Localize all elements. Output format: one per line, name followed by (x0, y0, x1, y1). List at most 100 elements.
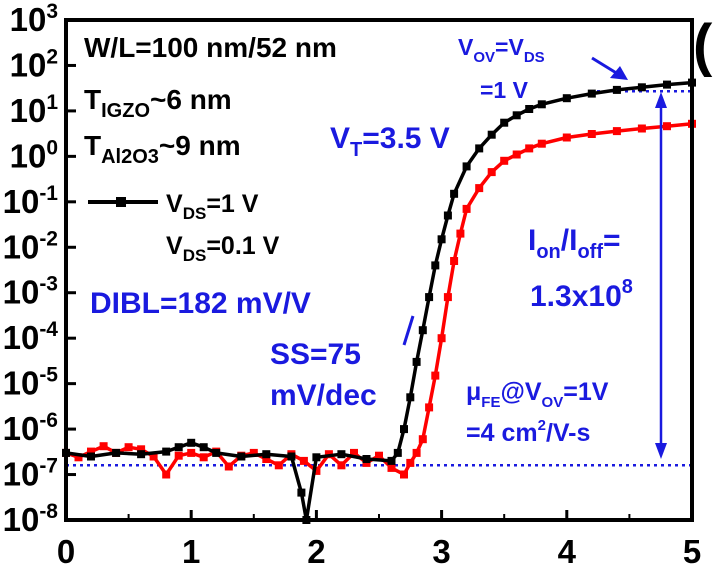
y-tick-label: 10-7 (3, 455, 58, 493)
data-point (174, 451, 183, 460)
t-igzo-sub: IGZO (101, 100, 150, 122)
data-point (406, 458, 415, 467)
data-point (537, 139, 546, 148)
data-point (312, 466, 321, 475)
data-point (99, 442, 108, 451)
t-al-sub: Al2O3 (101, 146, 159, 168)
data-point (587, 130, 596, 138)
mu-ov-sub: OV (542, 394, 564, 411)
annotation-vov: VOV=VDS =1 V (458, 34, 628, 103)
legend-marker-black (116, 197, 126, 207)
ion-eq: = (603, 224, 621, 257)
ion-main: I (528, 224, 536, 257)
t-al-tail: ~9 nm (159, 130, 241, 161)
data-point (393, 448, 402, 457)
data-point (562, 133, 571, 142)
annotation-wl: W/L=100 nm/52 nm (84, 32, 337, 63)
x-tick-label: 3 (432, 533, 450, 570)
svg-text:TAl2O3~9 nm: TAl2O3~9 nm (84, 130, 241, 168)
y-tick-label: 100 (10, 136, 58, 174)
data-point (237, 452, 246, 461)
t-al-main: T (84, 130, 101, 161)
wl-label: W/L=100 nm/52 nm (84, 32, 337, 63)
data-point (512, 111, 521, 120)
annotation-t-igzo: TIGZO~6 nm (84, 84, 232, 122)
mu-sub: FE (481, 394, 500, 411)
ion-ioff-arrow-head-up (655, 92, 667, 108)
data-point (475, 184, 484, 193)
data-point (537, 100, 546, 109)
axis-ticks: 0 1 2 3 4 5 10-8 10-7 10-6 10-5 10-4 10-3 10-2 10-1 10… (3, 0, 702, 570)
data-point (418, 326, 427, 335)
data-point (162, 470, 171, 479)
data-point (637, 83, 646, 92)
data-point (418, 435, 427, 444)
x-tick-label: 1 (182, 533, 200, 570)
series-vds-1v (62, 78, 696, 524)
data-point (112, 448, 121, 457)
data-point (412, 357, 421, 366)
x-tick-label: 2 (307, 533, 325, 570)
t-igzo-main: T (84, 84, 101, 115)
data-point (487, 130, 496, 139)
annotation-t-al2o3: TAl2O3~9 nm (84, 130, 241, 168)
data-point (350, 448, 358, 457)
annotation-vt: VT=3.5 V (330, 122, 450, 161)
data-point (362, 455, 371, 463)
panel-label-fragment: ( (693, 13, 713, 78)
mu-tail: =1V (563, 378, 609, 406)
y-tick-label: 10-2 (3, 227, 58, 265)
mu-line2-a: =4 cm (466, 419, 538, 447)
x-tick-label: 0 (57, 533, 75, 570)
y-tick-label: 10-3 (3, 273, 58, 311)
vov-a-sub: OV (473, 49, 495, 66)
data-point (312, 453, 321, 462)
data-point (612, 85, 621, 94)
data-point (137, 450, 146, 459)
leg1-main: V (166, 190, 183, 218)
data-point (262, 450, 271, 459)
data-point (562, 94, 571, 103)
vov-line2: =1 V (480, 77, 529, 103)
data-point (224, 462, 233, 471)
data-point (400, 425, 408, 434)
data-point (87, 452, 95, 461)
y-tick-label: 10-8 (3, 500, 59, 538)
data-point (425, 293, 434, 302)
data-point (162, 447, 171, 456)
data-point (262, 455, 271, 463)
data-point (500, 156, 509, 165)
data-point (425, 403, 434, 412)
svg-text:VDS=0.1 V: VDS=0.1 V (166, 232, 280, 265)
svg-text:Ion/Ioff=: Ion/Ioff= (528, 224, 621, 263)
annotation-ss: SS=75 mV/dec (270, 315, 415, 412)
data-point (456, 229, 465, 238)
y-tick-label: 10-5 (3, 364, 59, 402)
ion-ioff-arrow-head-down (655, 443, 667, 459)
data-point (249, 448, 258, 457)
data-point (663, 122, 671, 131)
leg1-sub: DS (183, 204, 207, 223)
data-point (512, 150, 521, 159)
data-point (299, 456, 308, 465)
svg-text:VOV=VDS: VOV=VDS (458, 34, 545, 66)
y-tick-label: 10-4 (3, 318, 59, 356)
ratio-base: 1.3x10 (530, 280, 622, 313)
ss-line1: SS=75 (270, 338, 361, 371)
y-tick-label: 102 (10, 45, 58, 83)
leg2-sub: DS (183, 246, 207, 265)
data-point (187, 448, 196, 457)
data-point (587, 89, 596, 98)
ion-slash: /I (561, 224, 578, 257)
data-point (450, 189, 459, 198)
plot-area (62, 78, 696, 524)
data-point (487, 168, 496, 177)
t-igzo-tail: ~6 nm (150, 84, 232, 115)
data-point (431, 261, 440, 270)
data-point (124, 443, 133, 452)
data-point (637, 124, 646, 133)
ss-line2: mV/dec (270, 379, 377, 412)
vov-arrow (591, 56, 619, 76)
data-point (375, 451, 383, 460)
svg-text:μFE@VOV=1V: μFE@VOV=1V (466, 378, 609, 411)
